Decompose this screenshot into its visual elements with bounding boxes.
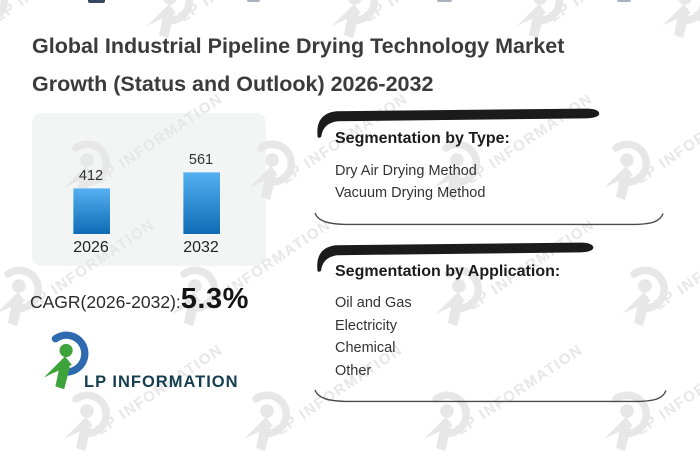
bar-2032	[182, 172, 220, 234]
lp-information-logo: LP INFORMATION	[40, 331, 240, 401]
cagr-row: CAGR(2026-2032): 5.3%	[30, 283, 249, 316]
page-title-line2: Growth (Status and Outlook) 2026-2032	[32, 72, 434, 96]
cagr-label: CAGR(2026-2032):	[30, 292, 181, 312]
segmentation-application-item: Electricity	[335, 317, 398, 334]
segmentation-type-item: Vacuum Drying Method	[335, 185, 486, 201]
lp-logo-icon	[43, 331, 89, 390]
segmentation-type-top-border	[317, 108, 600, 138]
lp-logo-wordmark: LP INFORMATION	[84, 373, 239, 391]
top-edge-mark	[247, 0, 260, 2]
segmentation-application-item: Oil and Gas	[335, 295, 412, 311]
page-title-line1: Global Industrial Pipeline Drying Techno…	[32, 34, 565, 58]
top-edge-mark	[88, 0, 105, 3]
segmentation-application-items: Oil and Gas Electricity Chemical Other	[335, 292, 412, 382]
top-edge-mark	[437, 0, 452, 2]
bar-group-2026: 412 2026	[59, 168, 123, 257]
segmentation-application-top-border	[317, 242, 594, 272]
bar-category-label: 2032	[183, 239, 219, 256]
segmentation-type-items: Dry Air Drying Method Vacuum Drying Meth…	[335, 163, 485, 207]
top-edge-mark	[617, 0, 631, 2]
segmentation-type-title: Segmentation by Type:	[335, 130, 510, 147]
segmentation-type-item: Dry Air Drying Method	[335, 163, 477, 179]
segmentation-application-title: Segmentation by Application:	[335, 263, 561, 280]
bar-chart-card	[32, 113, 266, 266]
segmentation-application-item: Chemical	[335, 340, 396, 357]
bar-value-label: 561	[188, 152, 214, 168]
segmentation-application-bottom-border	[314, 389, 667, 403]
bar-2026	[72, 188, 110, 234]
bar-value-label: 412	[78, 168, 104, 184]
segmentation-type-bottom-border	[314, 212, 664, 226]
bar-category-label: 2026	[73, 239, 109, 256]
cagr-value: 5.3%	[180, 283, 249, 315]
segmentation-application-item: Other	[335, 362, 372, 379]
page-title: Global Industrial Pipeline Drying Techno…	[32, 27, 672, 103]
bar-group-2032: 561 2032	[169, 152, 233, 257]
